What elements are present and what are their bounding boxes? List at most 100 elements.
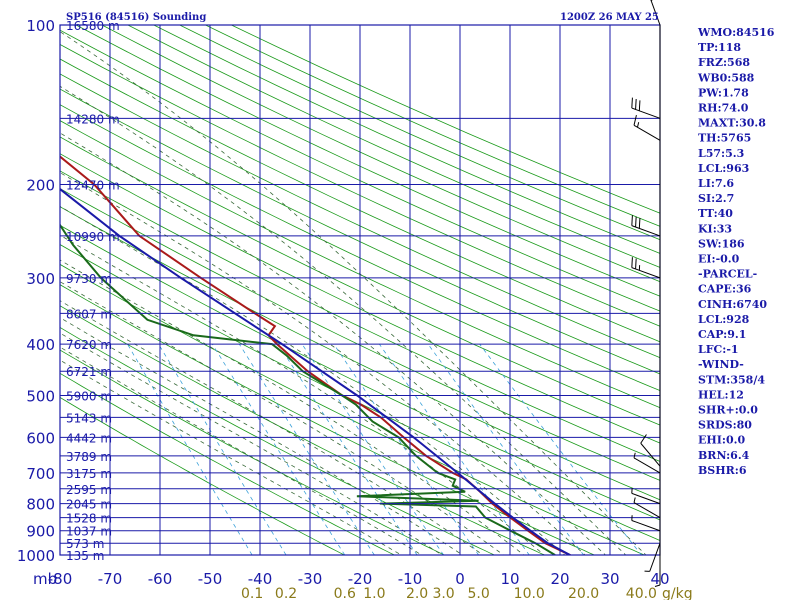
dry-adiabat	[127, 25, 660, 268]
mixing-ratio-line	[427, 343, 585, 555]
pressure-tick-label: 600	[26, 429, 55, 447]
barb-staff	[631, 520, 661, 532]
height-label: 5900 m	[66, 389, 112, 403]
moist-adiabat	[60, 300, 484, 555]
wind-barb	[631, 215, 661, 237]
height-label: 7620 m	[66, 338, 112, 352]
barb-flag	[635, 98, 637, 110]
wind-barb	[633, 452, 661, 474]
index-value: SHR+:0.0	[698, 404, 758, 417]
height-label: 1037 m	[66, 525, 112, 539]
height-label: 14280 m	[66, 112, 120, 126]
height-label: 12470 m	[66, 179, 120, 193]
height-label: 16580 m	[66, 19, 120, 33]
height-label: 2595 m	[66, 483, 112, 497]
temperature-tick-label: -20	[348, 570, 373, 588]
temperature-tick-label: 10	[500, 570, 519, 588]
barb-flag	[638, 100, 641, 111]
height-label: 5143 m	[66, 411, 112, 425]
dry-adiabat	[60, 349, 446, 555]
index-value: LCL:928	[698, 313, 750, 326]
mixing-ratio-line	[158, 343, 287, 555]
index-value: CINH:6740	[698, 298, 767, 311]
height-label: 3789 m	[66, 450, 112, 464]
mixing-ratio-label: 3.0	[432, 586, 454, 600]
pressure-tick-label: 1000	[17, 547, 55, 565]
temperature-tick-label: -40	[248, 570, 273, 588]
barb-staff	[631, 225, 661, 237]
barb-staff	[633, 124, 661, 141]
index-value: WB0:588	[697, 71, 755, 84]
moist-adiabat	[60, 31, 647, 555]
dry-adiabat	[60, 136, 660, 426]
height-label: 10990 m	[66, 230, 120, 244]
index-value: -WIND-	[698, 358, 744, 371]
wind-barb	[631, 257, 661, 279]
dry-adiabat	[60, 263, 646, 555]
barb-staff	[631, 107, 661, 119]
index-value: STM:358/4	[698, 373, 765, 386]
mixing-ratio-line	[379, 343, 530, 555]
dry-adiabat	[60, 170, 660, 462]
mixing-ratio-line	[211, 343, 346, 555]
index-value: EHI:0.0	[698, 434, 745, 447]
index-value: HEL:12	[698, 388, 744, 401]
chart-title: SP516 (84516) Sounding	[66, 12, 206, 23]
dry-adiabat	[75, 25, 660, 297]
index-value: LI:7.6	[698, 177, 734, 190]
temperature-tick-label: -10	[398, 570, 423, 588]
wind-barb	[644, 543, 661, 572]
wind-barbs	[631, 0, 661, 587]
wind-barb	[650, 0, 661, 26]
barb-half-flag	[633, 497, 636, 503]
barb-half-flag	[636, 122, 640, 128]
temperature-tick-label: -70	[98, 570, 123, 588]
dry-adiabat	[60, 206, 660, 501]
temperature-tick-label: 20	[550, 570, 569, 588]
temperature-tick-label: 30	[600, 570, 619, 588]
index-value: CAP:9.1	[698, 328, 746, 341]
height-label: 9730 m	[66, 272, 112, 286]
dry-adiabat	[60, 104, 660, 392]
moist-adiabat	[60, 234, 546, 555]
dry-adiabat	[60, 58, 660, 343]
index-value: KI:33	[698, 222, 732, 235]
dry-adiabat	[60, 188, 660, 481]
dry-adiabat	[60, 284, 596, 555]
barb-flag	[635, 258, 637, 270]
dry-adiabat	[60, 88, 660, 375]
mixing-ratio-label: 0.1	[241, 586, 263, 600]
barb-flag	[631, 215, 633, 226]
barb-staff	[633, 457, 661, 474]
moist-adiabat	[60, 205, 566, 555]
barb-staff	[650, 0, 661, 26]
wind-barb	[631, 515, 661, 532]
moist-adiabat	[60, 317, 464, 555]
index-value: TT:40	[698, 207, 733, 220]
pressure-tick-label: 200	[26, 177, 55, 195]
dry-adiabat	[60, 372, 396, 555]
barb-flag	[640, 434, 647, 444]
wind-barb	[631, 488, 661, 505]
wind-barb	[654, 555, 661, 587]
temperature-tick-label: -80	[48, 570, 73, 588]
dry-adiabat	[60, 244, 660, 541]
index-value: FRZ:568	[698, 56, 750, 69]
barb-staff	[640, 442, 661, 467]
index-value: BRN:6.4	[698, 449, 750, 462]
mixing-ratio-label: 0.2	[275, 586, 297, 600]
barb-flag	[638, 217, 641, 229]
barb-flag	[633, 114, 637, 126]
mixing-ratio-label: 1.0	[363, 586, 385, 600]
pressure-tick-label: 100	[26, 17, 55, 35]
dry-adiabat	[60, 153, 660, 444]
dry-adiabat	[60, 396, 346, 555]
moist-adiabat	[60, 172, 586, 555]
index-value: L57:5.3	[698, 147, 744, 160]
mixing-ratio-unit: g/kg	[662, 586, 693, 600]
index-value: PW:1.78	[698, 86, 749, 99]
mixing-ratio-label: 20.0	[568, 586, 599, 600]
barb-staff	[631, 267, 661, 279]
wind-barb	[633, 497, 661, 519]
index-value: WMO:84516	[697, 26, 775, 39]
